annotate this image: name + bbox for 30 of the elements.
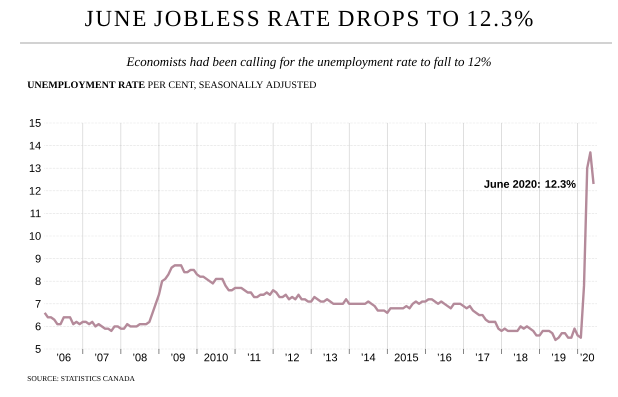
x-tick-label: ’14 — [362, 354, 376, 362]
x-tick-label: 2015 — [394, 354, 418, 362]
chart-subtitle: Economists had been calling for the unemployment rate to fall to 12% — [126, 56, 491, 69]
x-tick-label: ’16 — [438, 354, 452, 362]
x-tick-label: ’09 — [171, 354, 185, 362]
x-tick-label: ’13 — [324, 354, 338, 362]
x-tick-label: ’18 — [514, 354, 528, 362]
x-tick-label: ’08 — [133, 354, 147, 362]
x-tick-label: ’12 — [285, 354, 299, 362]
x-tick-label: ’19 — [552, 354, 566, 362]
y-tick-label: 11 — [30, 210, 41, 218]
y-tick-label: 7 — [36, 300, 41, 308]
chart-title: JUNE JOBLESS RATE DROPS TO 12.3% — [85, 10, 533, 26]
y-tick-label: 13 — [30, 164, 41, 172]
x-tick-label: ’17 — [476, 354, 490, 362]
y-tick-label: 8 — [36, 277, 41, 286]
x-tick-label: ’20 — [580, 354, 594, 362]
y-tick-label: 5 — [35, 345, 41, 353]
y-axis-title: UNEMPLOYMENT RATE PER CENT, SEASONALLY ADJUSTED — [27, 81, 316, 90]
y-tick-label: 12 — [30, 186, 41, 195]
y-tick-label: 15 — [30, 119, 41, 127]
x-tick-label: ’06 — [57, 354, 71, 362]
annotation: June 2020: 12.3% — [484, 180, 576, 188]
y-tick-label: 14 — [30, 142, 41, 150]
x-tick-label: 2010 — [204, 354, 228, 362]
x-tick-label: ’07 — [95, 354, 109, 362]
x-tick-label: ’11 — [248, 354, 260, 362]
y-tick-label: 9 — [36, 254, 41, 262]
y-tick-label: 6 — [36, 322, 41, 330]
y-tick-label: 10 — [30, 232, 41, 240]
